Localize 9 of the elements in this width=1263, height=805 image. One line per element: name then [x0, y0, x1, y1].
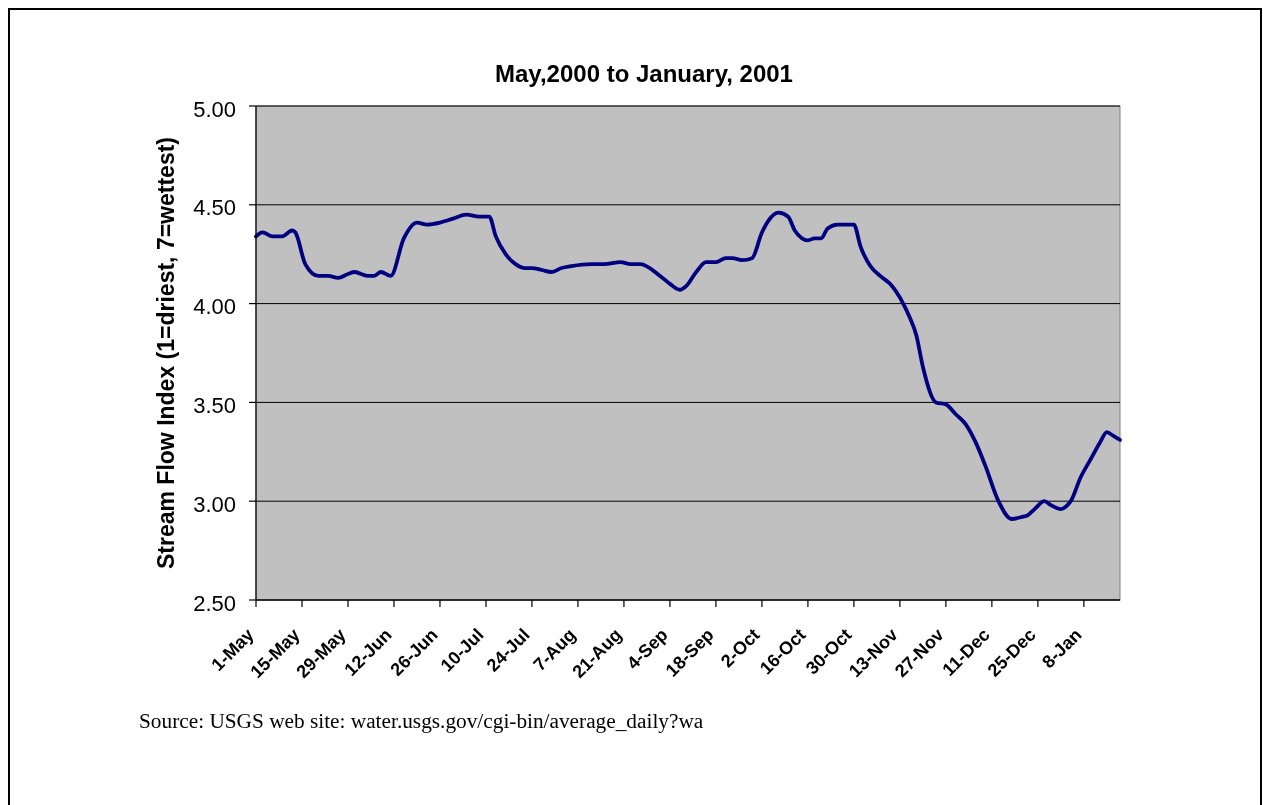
y-tick-label: 4.00: [193, 294, 236, 320]
y-tick-label: 4.50: [193, 195, 236, 221]
chart-title: May,2000 to January, 2001: [495, 60, 793, 87]
y-axis-title: Stream Flow Index (1=driest, 7=wettest): [153, 136, 179, 570]
y-tick-label: 5.00: [193, 96, 236, 122]
y-tick-label: 3.00: [193, 491, 236, 517]
y-tick-label: 3.50: [193, 392, 236, 418]
source-note: Source: USGS web site: water.usgs.gov/cgi-bin/average_daily?wa: [139, 709, 704, 733]
y-tick-label: 2.50: [193, 590, 236, 616]
